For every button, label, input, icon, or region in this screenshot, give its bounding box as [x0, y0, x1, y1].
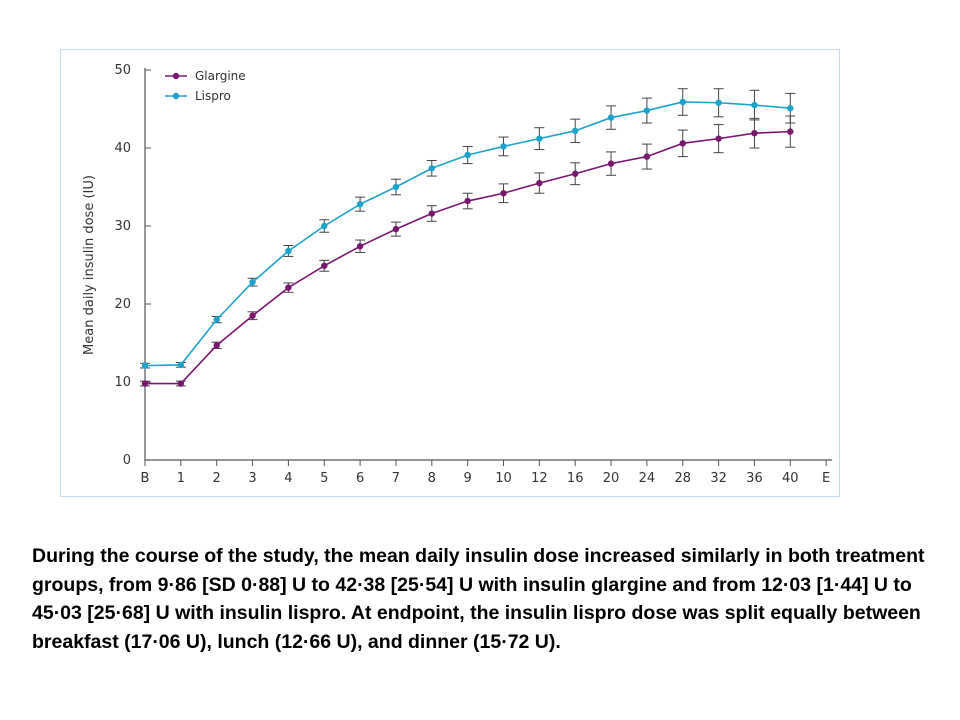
legend-marker-lispro	[172, 92, 180, 100]
y-tick-label: 10	[114, 375, 131, 390]
x-tick-label: 12	[531, 471, 548, 486]
data-point-lispro	[751, 101, 758, 109]
data-point-lispro	[536, 135, 543, 142]
y-tick-label: 0	[123, 453, 131, 468]
x-tick-label: 24	[639, 471, 656, 486]
data-point-glargine	[572, 170, 579, 177]
data-point-glargine	[787, 128, 794, 135]
data-point-lispro	[356, 200, 364, 208]
data-point-lispro	[679, 98, 686, 106]
data-point-lispro	[643, 107, 651, 114]
x-tick-label: 36	[746, 471, 763, 486]
data-point-lispro	[285, 247, 292, 255]
data-point-glargine	[428, 210, 435, 217]
x-tick-label: 40	[782, 471, 799, 486]
x-tick-label: B	[141, 471, 150, 486]
data-point-lispro	[500, 143, 507, 150]
data-point-glargine	[536, 179, 543, 187]
data-point-glargine	[177, 380, 185, 387]
x-tick-label: 28	[674, 471, 691, 486]
y-tick-label: 20	[114, 297, 131, 312]
y-tick-label: 40	[114, 141, 131, 156]
x-tick-label: 10	[495, 471, 512, 486]
x-tick-label: 1	[177, 471, 185, 486]
data-point-glargine	[715, 135, 722, 142]
y-tick-label: 50	[114, 63, 131, 78]
x-tick-label: 8	[428, 471, 436, 486]
series-line-glargine	[145, 130, 791, 385]
caption-text: During the course of the study, the mean…	[32, 545, 925, 653]
data-point-lispro	[572, 127, 579, 135]
data-point-lispro	[428, 165, 435, 172]
data-point-lispro	[607, 114, 615, 121]
chart-panel: 0 10 20 30 40 50 B 1 2 3 4 5 6 7 8 9 10 12 16 20 24 28 32 36 40 E…	[60, 49, 840, 497]
data-point-glargine	[213, 342, 220, 349]
x-tick-label: 3	[248, 471, 256, 486]
data-point-glargine	[356, 243, 364, 250]
data-point-lispro	[177, 361, 185, 369]
x-tick-label: 4	[284, 471, 292, 486]
data-point-lispro	[321, 222, 328, 230]
data-point-glargine	[321, 262, 328, 269]
data-point-glargine	[249, 312, 256, 319]
data-point-lispro	[141, 362, 149, 369]
x-tick-label: 5	[320, 471, 328, 486]
x-tick-label: 16	[567, 471, 584, 486]
data-point-glargine	[392, 225, 400, 233]
x-tick-label: 7	[392, 471, 400, 486]
x-tick-label: E	[822, 471, 830, 486]
data-point-glargine	[285, 284, 292, 291]
x-tick-label: 2	[213, 471, 221, 486]
data-point-glargine	[679, 140, 686, 147]
data-point-glargine	[751, 129, 758, 137]
x-tick-label: 32	[710, 471, 727, 486]
data-point-lispro	[787, 105, 794, 112]
y-axis-title: Mean daily insulin dose (IU)	[82, 175, 97, 355]
y-tick-label: 30	[114, 219, 131, 234]
legend-marker-glargine	[172, 72, 180, 80]
data-point-lispro	[715, 99, 722, 106]
legend-label-glargine: Glargine	[195, 69, 246, 83]
data-point-glargine	[643, 153, 651, 160]
data-point-lispro	[464, 151, 471, 159]
data-point-glargine	[500, 190, 507, 197]
data-point-glargine	[464, 197, 471, 205]
x-tick-label: 20	[603, 471, 620, 486]
x-tick-label: 6	[356, 471, 364, 486]
x-tick-label: 9	[464, 471, 472, 486]
data-point-lispro	[249, 278, 256, 286]
legend-label-lispro: Lispro	[195, 89, 231, 103]
data-point-glargine	[141, 380, 149, 387]
data-point-glargine	[607, 160, 615, 167]
data-point-lispro	[392, 183, 400, 191]
data-point-lispro	[213, 316, 220, 323]
